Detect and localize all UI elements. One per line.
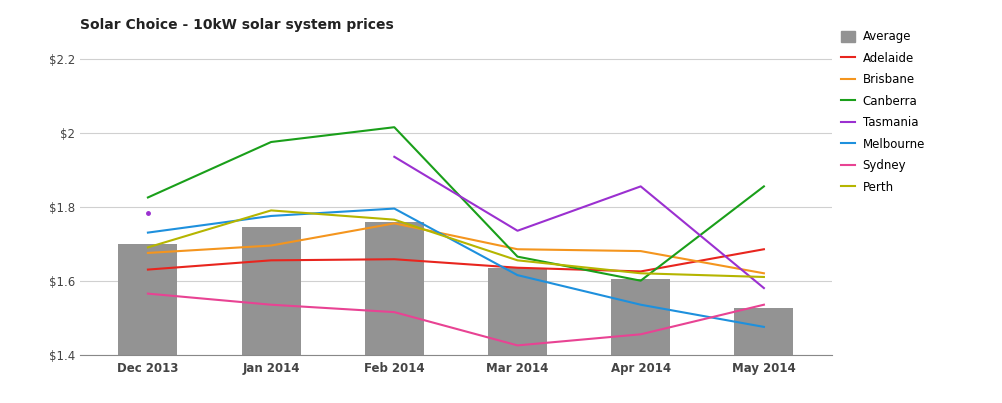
Bar — [734, 308, 794, 403]
Text: Solar Choice - 10kW solar system prices: Solar Choice - 10kW solar system prices — [80, 18, 394, 32]
Bar — [118, 244, 177, 403]
Bar — [365, 222, 424, 403]
Bar — [488, 268, 547, 403]
Bar — [611, 279, 670, 403]
Legend: Average, Adelaide, Brisbane, Canberra, Tasmania, Melbourne, Sydney, Perth: Average, Adelaide, Brisbane, Canberra, T… — [842, 31, 925, 194]
Bar — [241, 227, 301, 403]
